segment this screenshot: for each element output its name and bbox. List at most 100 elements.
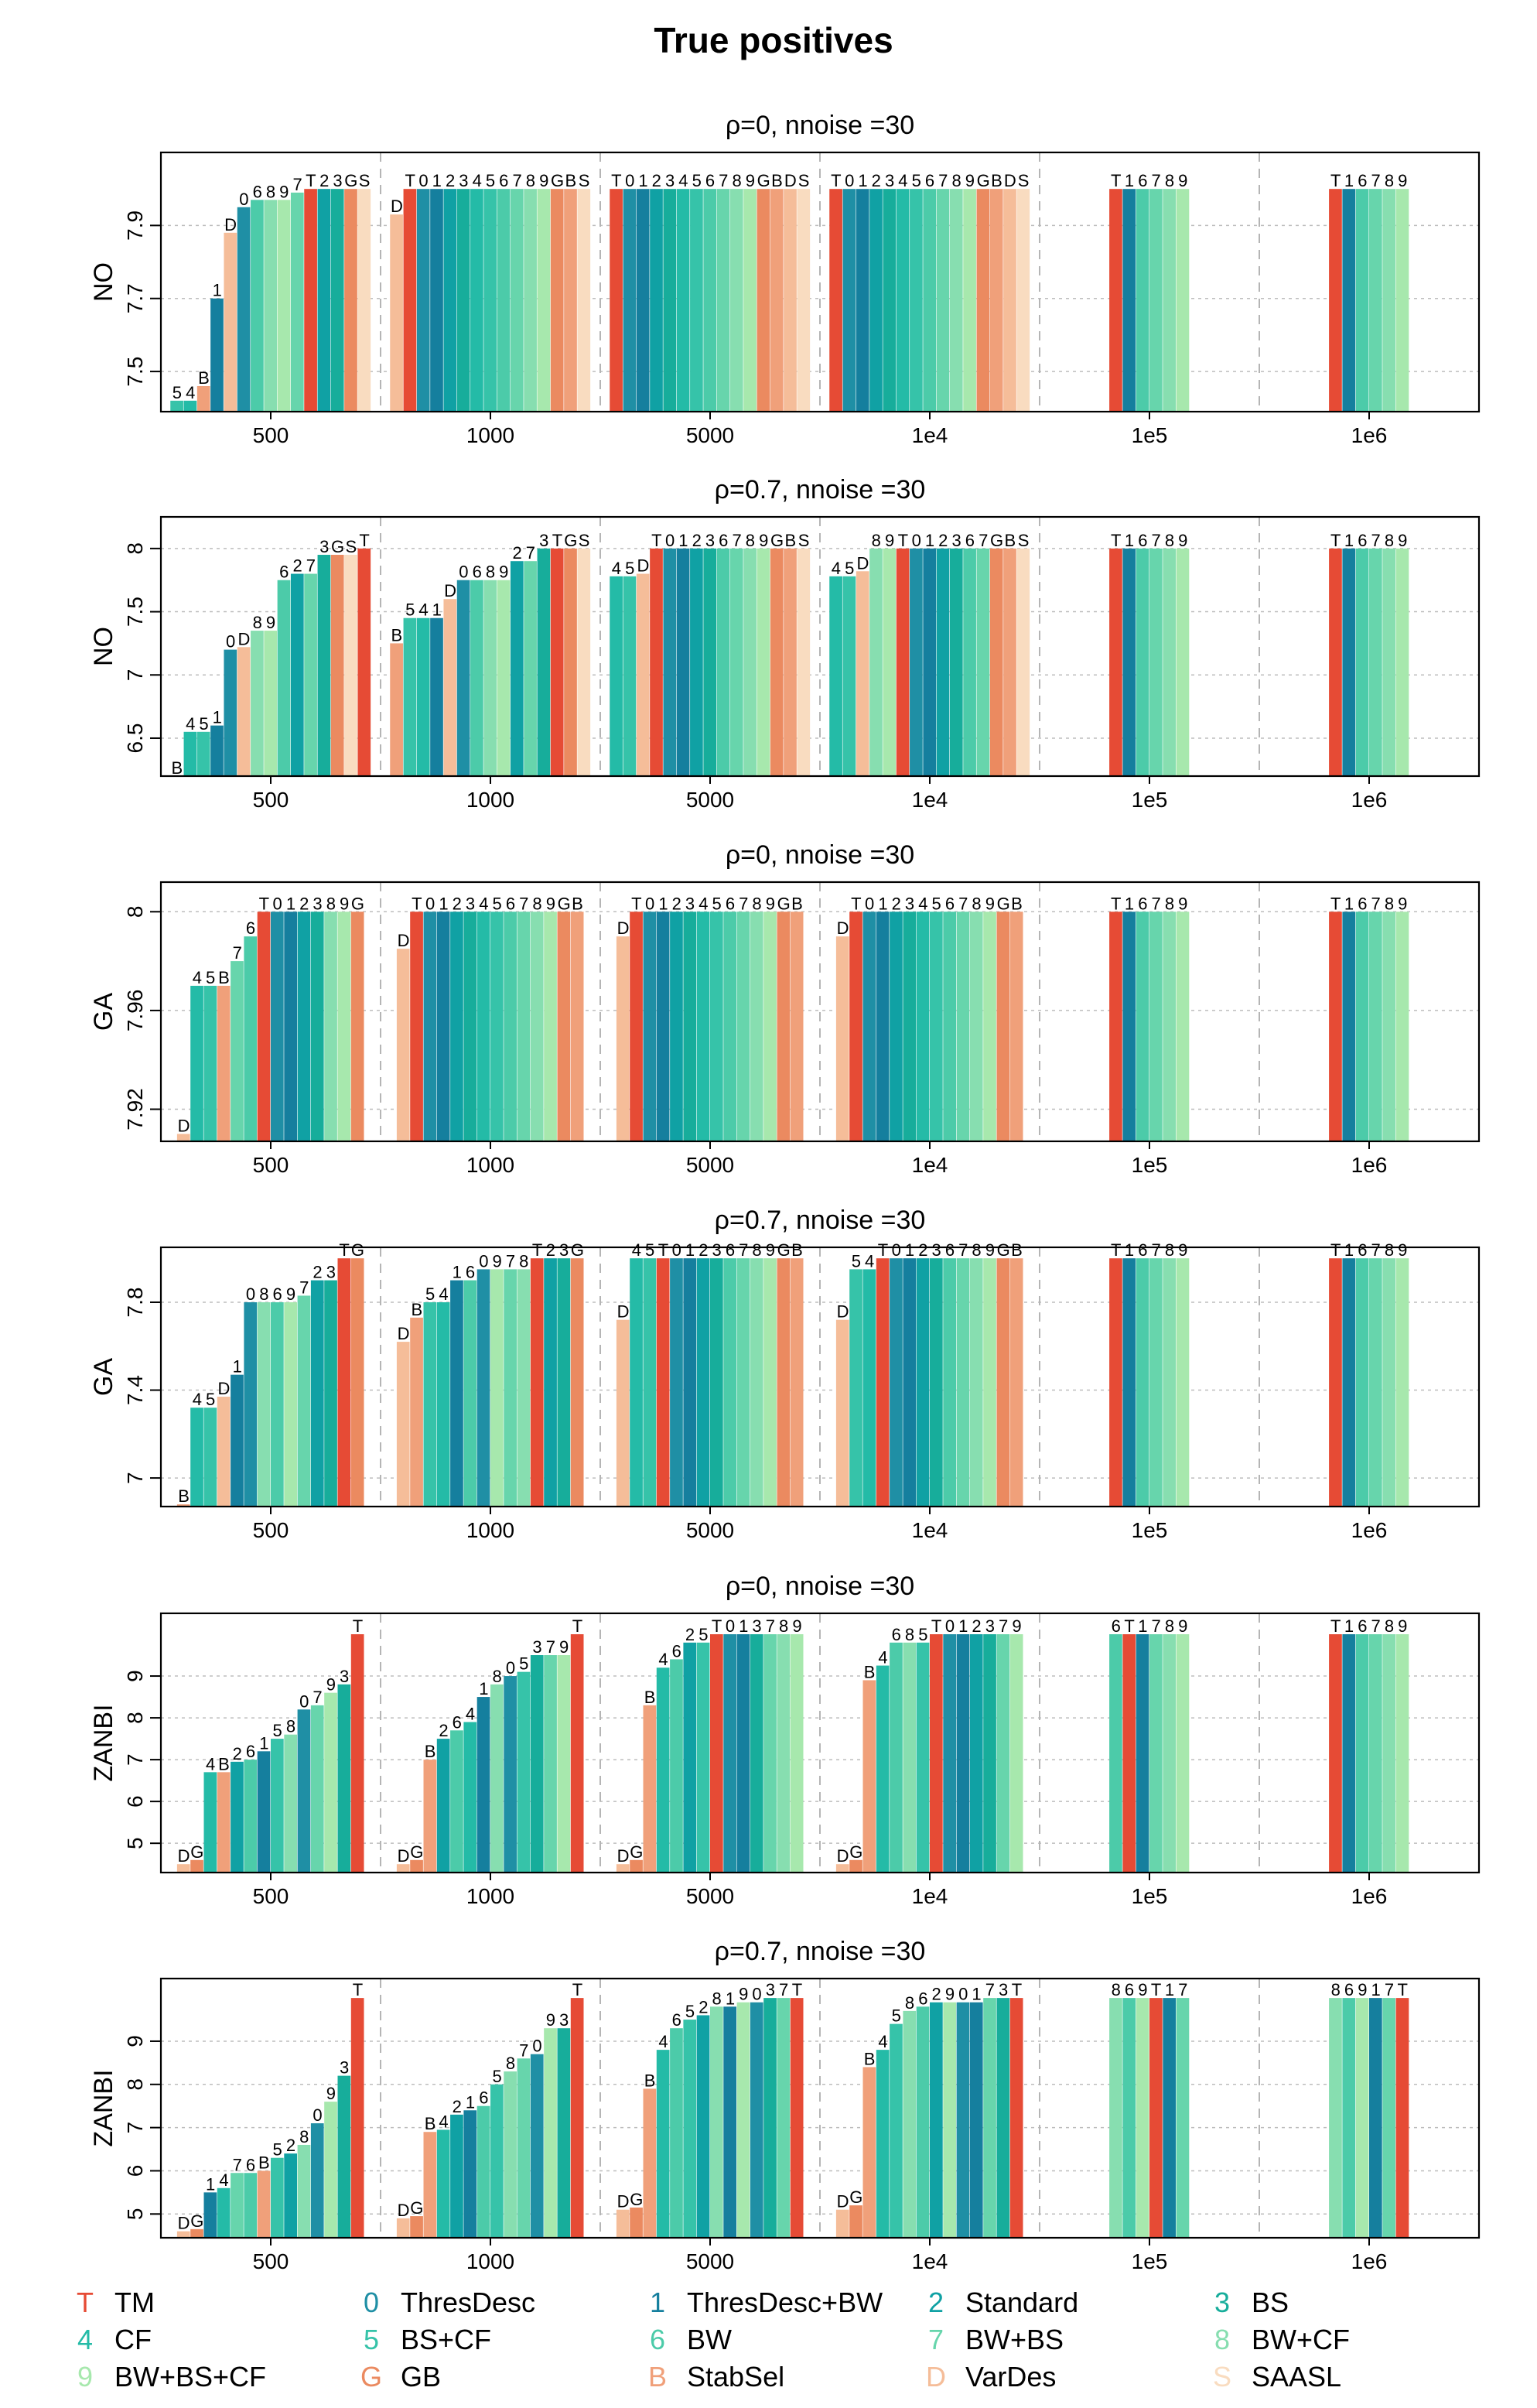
bar-S (577, 189, 591, 412)
bar-7 (956, 912, 970, 1141)
bar-label: 3 (340, 2058, 349, 2078)
bar-label: 9 (739, 1985, 748, 2004)
bar-8 (1163, 548, 1176, 776)
bar-3 (710, 1258, 723, 1507)
bar-4 (876, 1665, 890, 1873)
bar-label: 3 (559, 2010, 569, 2030)
bar-label: G (770, 531, 784, 550)
bar-S (357, 189, 371, 412)
y-tick-label: 7 (123, 2122, 147, 2134)
bar-label: 8 (526, 171, 535, 190)
bar-B (410, 1317, 423, 1507)
bar-9 (557, 1655, 571, 1873)
legend-key: 3 (1214, 2287, 1230, 2318)
bar-label: D (857, 553, 869, 573)
bar-D (176, 1864, 190, 1873)
bar-7 (1369, 548, 1382, 776)
bar-4 (829, 576, 842, 776)
bar-group-1e4: 4 5 D8 9 T 0 1 2 3 6 7 G B S (829, 531, 1030, 776)
bar-label: B (864, 1662, 876, 1681)
bar-2 (317, 189, 331, 412)
x-tick-label: 1e4 (912, 1153, 948, 1177)
bar-1 (903, 1258, 917, 1507)
bar-7 (983, 1998, 996, 2238)
bar-label: B (412, 1300, 423, 1319)
bar-7 (504, 1269, 517, 1507)
bar-label: 4 (832, 559, 841, 578)
bar-label: 8 (712, 1989, 722, 2008)
bar-label: 4 (206, 1754, 215, 1774)
bar-5 (683, 2020, 697, 2238)
x-tick-label: 500 (253, 1884, 289, 1908)
bar-label: 7 (719, 171, 728, 190)
bar-label: 3 (340, 1667, 349, 1686)
bar-4 (436, 1301, 450, 1507)
bar-label: 4 (193, 1390, 202, 1409)
bar-label: 5 (405, 600, 415, 620)
bar-4 (436, 2129, 450, 2238)
bar-4 (676, 189, 690, 412)
bar-label: 5 (493, 2067, 502, 2086)
bar-label: 9 (539, 171, 548, 190)
bar-T (650, 548, 663, 776)
bar-label: 7 (233, 943, 242, 963)
bar-3 (337, 1684, 351, 1873)
bar-label: 0 (645, 894, 654, 913)
bar-label: 1 (1344, 531, 1354, 550)
bar-0 (297, 1709, 311, 1873)
bar-label: 1 (905, 1240, 914, 1260)
bar-7 (1369, 1634, 1382, 1873)
bar-T (1329, 189, 1342, 412)
bar-6 (723, 1258, 736, 1507)
bar-8 (1163, 1258, 1176, 1507)
bar-8 (1163, 912, 1176, 1141)
bar-7 (936, 189, 950, 412)
bar-label: 8 (746, 531, 755, 550)
bar-label: 3 (665, 171, 675, 190)
bar-label: 6 (945, 1240, 955, 1260)
bar-label: 2 (299, 894, 309, 913)
legend-key: 8 (1214, 2324, 1230, 2355)
bar-8 (743, 548, 757, 776)
bar-label: 1 (479, 1679, 488, 1698)
bar-label: 7 (779, 1980, 788, 1999)
bar-label: 2 (319, 171, 329, 190)
bar-G (777, 1258, 791, 1507)
bar-T (1395, 1998, 1409, 2238)
bar-5 (849, 1269, 862, 1507)
bar-D (396, 2218, 410, 2238)
bar-7 (1149, 1258, 1163, 1507)
bar-label: 1 (432, 171, 442, 190)
bar-8 (710, 2006, 723, 2238)
bar-8 (530, 912, 544, 1141)
bar-label: 4 (466, 1704, 475, 1723)
bar-5 (403, 617, 417, 776)
bar-label: 2 (453, 2097, 462, 2116)
bar-D (636, 573, 650, 776)
bar-D (856, 571, 869, 776)
bar-9 (1176, 189, 1190, 412)
bar-B (770, 189, 784, 412)
bar-D (176, 2231, 190, 2238)
bar-label: 8 (732, 171, 741, 190)
bar-label: 9 (1138, 1980, 1147, 1999)
bar-D (390, 214, 403, 412)
bar-group-1000: D G B2 6 418 0 53 7 9T (396, 1616, 584, 1873)
bar-B (423, 2132, 437, 2238)
bar-7 (1369, 189, 1382, 412)
bar-label: 7 (546, 1637, 555, 1657)
bar-6 (943, 912, 956, 1141)
bar-label: T (792, 1980, 802, 1999)
panel-title: ρ=0.7, nnoise =30 (715, 1937, 926, 1966)
x-tick-label: 1000 (466, 788, 514, 812)
x-tick-label: 500 (253, 1518, 289, 1542)
bar-D (1003, 189, 1016, 412)
bar-label: D (837, 1846, 849, 1866)
bar-5 (170, 400, 183, 412)
bar-label: G (630, 1842, 643, 1862)
bar-3 (903, 912, 917, 1141)
bar-label: D (398, 1324, 410, 1343)
bar-0 (890, 1258, 903, 1507)
